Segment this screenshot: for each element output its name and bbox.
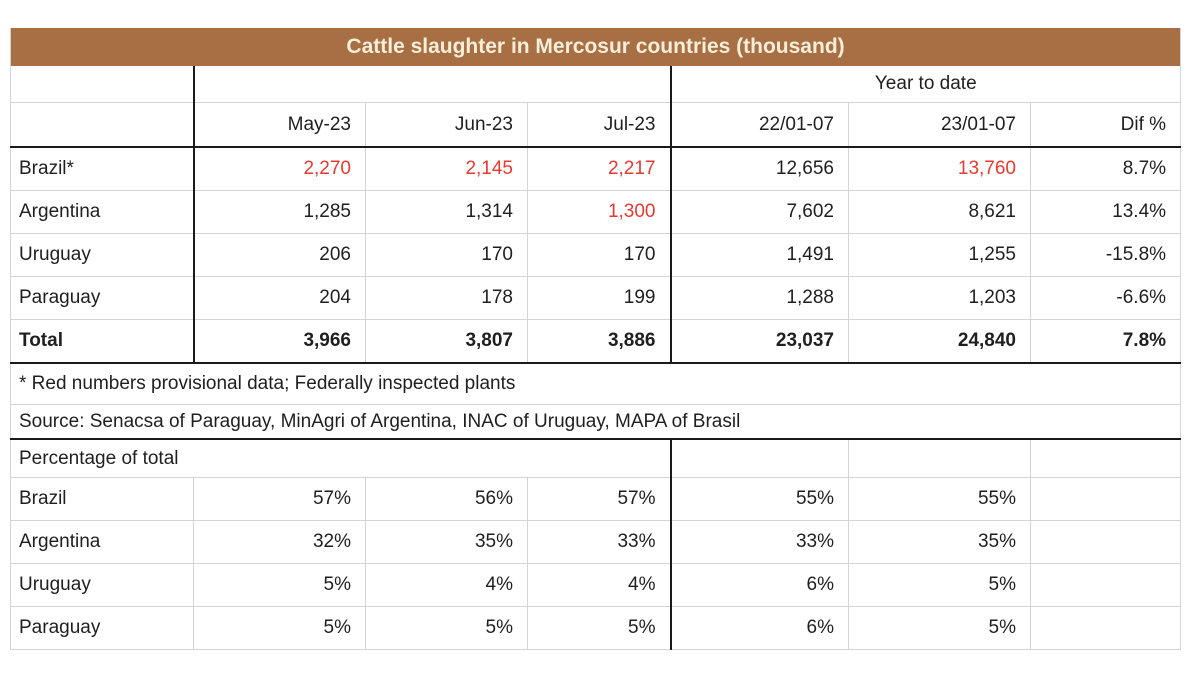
table-row: Year to date — [10, 66, 1181, 103]
value-cell: 55% — [670, 477, 849, 521]
value-cell: 3,966 — [193, 319, 366, 364]
row-label: Uruguay — [10, 233, 195, 277]
table-row-total: Total 3,966 3,807 3,886 23,037 24,840 7.… — [10, 319, 1181, 364]
value-cell: 1,285 — [193, 190, 366, 234]
value-cell: 3,807 — [365, 319, 528, 364]
row-label: Uruguay — [10, 563, 194, 607]
value-cell: -6.6% — [1030, 276, 1181, 320]
value-cell: 3,886 — [527, 319, 672, 364]
value-cell: 1,288 — [670, 276, 849, 320]
table-row: Source: Senacsa of Paraguay, MinAgri of … — [10, 404, 1181, 440]
col-header-dif-pct: Dif % — [1030, 102, 1181, 148]
group-spacer-cell — [1030, 439, 1181, 478]
col-header-jul23: Jul-23 — [527, 102, 672, 148]
value-cell — [1030, 477, 1181, 521]
value-cell: -15.8% — [1030, 233, 1181, 277]
value-cell: 56% — [365, 477, 528, 521]
value-cell: 35% — [848, 520, 1031, 564]
value-cell: 8.7% — [1030, 147, 1181, 191]
value-cell: 33% — [527, 520, 672, 564]
value-cell: 170 — [527, 233, 672, 277]
value-cell: 12,656 — [670, 147, 849, 191]
value-cell: 178 — [365, 276, 528, 320]
value-cell: 5% — [365, 606, 528, 650]
cattle-slaughter-table: Cattle slaughter in Mercosur countries (… — [10, 28, 1182, 650]
value-cell: 5% — [193, 606, 366, 650]
table-row: May-23 Jun-23 Jul-23 22/01-07 23/01-07 D… — [10, 102, 1181, 148]
value-cell: 2,145 — [365, 147, 528, 191]
value-cell: 13,760 — [848, 147, 1031, 191]
col-header-jun23: Jun-23 — [365, 102, 528, 148]
row-label: Total — [10, 319, 195, 364]
value-cell: 57% — [527, 477, 672, 521]
value-cell: 4% — [527, 563, 672, 607]
table-row: Argentina 1,285 1,314 1,300 7,602 8,621 … — [10, 190, 1181, 234]
value-cell: 24,840 — [848, 319, 1031, 364]
table-row: * Red numbers provisional data; Federall… — [10, 363, 1181, 405]
group-spacer-cell — [10, 66, 195, 103]
col-header-empty — [10, 102, 195, 148]
provisional-note: * Red numbers provisional data; Federall… — [10, 363, 1181, 405]
table-row: Brazil 57% 56% 57% 55% 55% — [10, 477, 1181, 521]
table-row: Paraguay 5% 5% 5% 6% 5% — [10, 606, 1181, 650]
table-row: Uruguay 206 170 170 1,491 1,255 -15.8% — [10, 233, 1181, 277]
value-cell — [1030, 606, 1181, 650]
table-row: Cattle slaughter in Mercosur countries (… — [10, 28, 1181, 66]
group-spacer-cell — [193, 66, 672, 103]
value-cell: 5% — [848, 563, 1031, 607]
value-cell: 35% — [365, 520, 528, 564]
value-cell — [1030, 520, 1181, 564]
row-label: Argentina — [10, 190, 195, 234]
value-cell: 23,037 — [670, 319, 849, 364]
value-cell: 8,621 — [848, 190, 1031, 234]
table-row: Argentina 32% 35% 33% 33% 35% — [10, 520, 1181, 564]
row-label: Paraguay — [10, 276, 195, 320]
table-row: Brazil* 2,270 2,145 2,217 12,656 13,760 … — [10, 147, 1181, 191]
row-label: Brazil — [10, 477, 194, 521]
value-cell: 6% — [670, 563, 849, 607]
value-cell: 32% — [193, 520, 366, 564]
col-header-23-01-07: 23/01-07 — [848, 102, 1031, 148]
value-cell: 204 — [193, 276, 366, 320]
row-label: Brazil* — [10, 147, 195, 191]
group-spacer-cell — [848, 439, 1031, 478]
value-cell: 1,314 — [365, 190, 528, 234]
row-label: Argentina — [10, 520, 194, 564]
value-cell: 5% — [193, 563, 366, 607]
value-cell: 1,203 — [848, 276, 1031, 320]
value-cell: 170 — [365, 233, 528, 277]
value-cell: 6% — [670, 606, 849, 650]
table-title: Cattle slaughter in Mercosur countries (… — [10, 28, 1181, 66]
value-cell: 199 — [527, 276, 672, 320]
value-cell: 57% — [193, 477, 366, 521]
value-cell: 5% — [848, 606, 1031, 650]
value-cell: 7.8% — [1030, 319, 1181, 364]
value-cell: 2,217 — [527, 147, 672, 191]
value-cell: 33% — [670, 520, 849, 564]
group-spacer-cell — [670, 439, 849, 478]
table-row: Paraguay 204 178 199 1,288 1,203 -6.6% — [10, 276, 1181, 320]
source-note: Source: Senacsa of Paraguay, MinAgri of … — [10, 404, 1181, 440]
table-row: Percentage of total — [10, 439, 1181, 478]
percentage-section-label: Percentage of total — [10, 439, 672, 478]
row-label: Paraguay — [10, 606, 194, 650]
value-cell: 1,491 — [670, 233, 849, 277]
value-cell — [1030, 563, 1181, 607]
value-cell: 4% — [365, 563, 528, 607]
value-cell: 1,255 — [848, 233, 1031, 277]
year-to-date-group-header: Year to date — [670, 66, 1181, 103]
value-cell: 55% — [848, 477, 1031, 521]
value-cell: 7,602 — [670, 190, 849, 234]
value-cell: 2,270 — [193, 147, 366, 191]
value-cell: 13.4% — [1030, 190, 1181, 234]
table-row: Uruguay 5% 4% 4% 6% 5% — [10, 563, 1181, 607]
col-header-may23: May-23 — [193, 102, 366, 148]
col-header-22-01-07: 22/01-07 — [670, 102, 849, 148]
value-cell: 5% — [527, 606, 672, 650]
value-cell: 1,300 — [527, 190, 672, 234]
value-cell: 206 — [193, 233, 366, 277]
